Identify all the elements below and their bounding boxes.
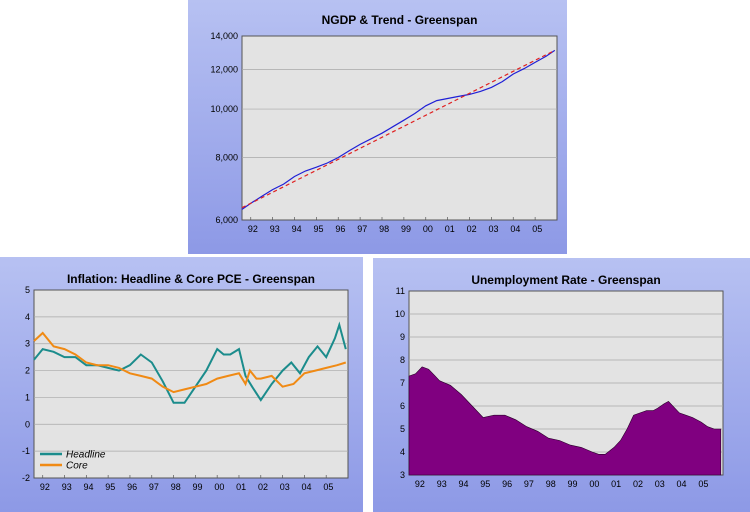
inflation-y-tick-label: 0 xyxy=(25,419,30,429)
unemployment-x-tick-label: 00 xyxy=(589,479,599,489)
inflation-x-tick-label: 02 xyxy=(258,482,268,492)
ngdp-y-tick-label: 10,000 xyxy=(210,104,238,114)
inflation-x-tick-label: 03 xyxy=(280,482,290,492)
ngdp-x-tick-label: 95 xyxy=(314,224,324,234)
inflation-x-tick-label: 95 xyxy=(105,482,115,492)
ngdp-chart: NGDP & Trend - Greenspan 6,000 8,000 10,000… xyxy=(210,13,558,234)
inflation-x-tick-label: 01 xyxy=(236,482,246,492)
inflation-title: Inflation: Headline & Core PCE - Greensp… xyxy=(67,272,315,286)
unemployment-area-series xyxy=(408,366,722,476)
inflation-legend-label: Core xyxy=(66,461,88,472)
ngdp-series-dashed xyxy=(241,49,556,209)
unemployment-x-tick-label: 94 xyxy=(459,479,469,489)
inflation-chart: Inflation: Headline & Core PCE - Greensp… xyxy=(22,272,349,492)
unemployment-x-tick-label: 01 xyxy=(611,479,621,489)
inflation-x-tick-label: 93 xyxy=(62,482,72,492)
ngdp-x-tick-label: 94 xyxy=(292,224,302,234)
ngdp-x-tick-label: 01 xyxy=(445,224,455,234)
unemployment-x-tick-label: 03 xyxy=(655,479,665,489)
inflation-x-tick-label: 98 xyxy=(171,482,181,492)
unemployment-x-tick-label: 99 xyxy=(568,479,578,489)
ngdp-y-tick-label: 14,000 xyxy=(210,31,238,41)
ngdp-x-tick-label: 03 xyxy=(489,224,499,234)
unemployment-y-tick-label: 3 xyxy=(400,470,405,480)
unemployment-y-tick-label: 7 xyxy=(400,378,405,388)
ngdp-x-tick-label: 96 xyxy=(335,224,345,234)
inflation-y-tick-label: 5 xyxy=(25,285,30,295)
unemployment-x-tick-label: 93 xyxy=(437,479,447,489)
inflation-y-tick-label: 4 xyxy=(25,312,30,322)
inflation-x-tick-label: 97 xyxy=(149,482,159,492)
unemployment-chart: Unemployment Rate - Greenspan 3 4 5 6 7 8 9 10 11… xyxy=(395,273,724,489)
inflation-chart-panel: Inflation: Headline & Core PCE - Greensp… xyxy=(0,257,363,512)
unemployment-x-tick-label: 96 xyxy=(502,479,512,489)
unemployment-y-tick-label: 11 xyxy=(396,286,405,296)
unemployment-x-tick-label: 98 xyxy=(546,479,556,489)
unemployment-x-tick-label: 97 xyxy=(524,479,534,489)
ngdp-x-tick-label: 97 xyxy=(357,224,367,234)
inflation-x-tick-label: 99 xyxy=(193,482,203,492)
unemployment-x-tick-label: 05 xyxy=(698,479,708,489)
unemployment-y-tick-label: 6 xyxy=(400,401,405,411)
inflation-x-tick-label: 92 xyxy=(40,482,50,492)
inflation-y-tick-label: -2 xyxy=(22,473,30,483)
unemployment-x-tick-label: 95 xyxy=(480,479,490,489)
inflation-legend-label: Headline xyxy=(66,450,106,461)
unemployment-x-tick-label: 04 xyxy=(677,479,687,489)
unemployment-title: Unemployment Rate - Greenspan xyxy=(471,273,660,287)
ngdp-x-tick-label: 92 xyxy=(248,224,258,234)
ngdp-chart-panel: NGDP & Trend - Greenspan 6,000 8,000 10,000… xyxy=(188,0,567,254)
ngdp-title: NGDP & Trend - Greenspan xyxy=(322,13,478,27)
unemployment-chart-panel: Unemployment Rate - Greenspan 3 4 5 6 7 8 9 10 11… xyxy=(373,258,750,512)
inflation-series-core xyxy=(33,331,347,394)
ngdp-y-tick-label: 12,000 xyxy=(210,64,238,74)
ngdp-y-tick-label: 6,000 xyxy=(215,215,238,225)
unemployment-y-tick-label: 10 xyxy=(395,309,405,319)
inflation-x-tick-label: 96 xyxy=(127,482,137,492)
unemployment-y-tick-label: 5 xyxy=(400,424,405,434)
inflation-plot-area xyxy=(33,289,349,479)
ngdp-series-solid xyxy=(241,49,556,210)
inflation-x-tick-label: 00 xyxy=(214,482,224,492)
ngdp-y-tick-label: 8,000 xyxy=(215,153,238,163)
inflation-y-tick-label: 3 xyxy=(25,339,30,349)
ngdp-x-tick-label: 00 xyxy=(423,224,433,234)
ngdp-x-tick-label: 93 xyxy=(270,224,280,234)
inflation-x-tick-label: 94 xyxy=(84,482,94,492)
inflation-y-tick-label: 1 xyxy=(25,392,30,402)
ngdp-x-tick-label: 04 xyxy=(510,224,520,234)
unemployment-x-tick-label: 02 xyxy=(633,479,643,489)
inflation-x-tick-label: 04 xyxy=(302,482,312,492)
unemployment-y-tick-label: 4 xyxy=(400,447,405,457)
unemployment-x-tick-label: 92 xyxy=(415,479,425,489)
unemployment-y-tick-label: 9 xyxy=(400,332,405,342)
ngdp-x-tick-label: 99 xyxy=(401,224,411,234)
unemployment-y-tick-label: 8 xyxy=(400,355,405,365)
inflation-series-headline xyxy=(33,321,347,404)
ngdp-x-tick-label: 05 xyxy=(532,224,542,234)
ngdp-x-tick-label: 98 xyxy=(379,224,389,234)
inflation-x-tick-label: 05 xyxy=(323,482,333,492)
inflation-y-tick-label: 2 xyxy=(25,366,30,376)
inflation-y-tick-label: -1 xyxy=(22,446,30,456)
ngdp-x-tick-label: 02 xyxy=(467,224,477,234)
